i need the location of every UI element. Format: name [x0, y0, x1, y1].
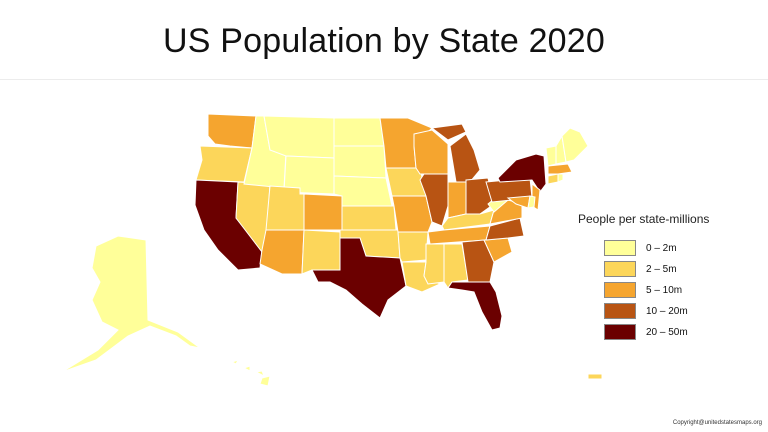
state-IN [447, 181, 467, 219]
legend-swatch [604, 324, 636, 340]
state-MT [263, 115, 335, 159]
state-UT [265, 185, 305, 231]
state-ND [333, 117, 385, 147]
state-MO [391, 195, 433, 233]
legend-label: 0 – 2m [646, 242, 677, 254]
legend-label: 5 – 10m [646, 284, 683, 296]
state-RI [557, 173, 564, 183]
state-VT [545, 145, 557, 167]
legend-title: People per state-millions [578, 212, 710, 226]
state-KS [341, 205, 397, 231]
state-DE [527, 195, 536, 209]
legend-swatch [604, 240, 636, 256]
state-AZ [259, 229, 305, 275]
legend-item: 5 – 10m [604, 282, 758, 298]
legend-swatch [604, 303, 636, 319]
legend: People per state-millions 0 – 2m 2 – 5m … [578, 212, 758, 345]
state-SD [333, 145, 387, 179]
legend-label: 2 – 5m [646, 263, 677, 275]
legend-swatch [604, 282, 636, 298]
state-CT [547, 173, 559, 185]
legend-label: 10 – 20m [646, 305, 688, 317]
us-population-map [61, 113, 603, 387]
state-MS [423, 243, 445, 285]
legend-swatch [604, 261, 636, 277]
territory-PR [587, 373, 603, 380]
legend-item: 0 – 2m [604, 240, 758, 256]
map-title: US Population by State 2020 [162, 22, 606, 60]
state-AK [61, 235, 201, 373]
copyright-notice: Copyright@unitedstatesmaps.org [672, 420, 762, 426]
legend-item: 20 – 50m [604, 324, 758, 340]
state-NM [301, 229, 341, 275]
state-OR [195, 145, 253, 183]
legend-label: 20 – 50m [646, 326, 688, 338]
state-CO [303, 193, 343, 231]
title-divider [0, 79, 768, 80]
legend-item: 10 – 20m [604, 303, 758, 319]
state-WA [207, 113, 257, 149]
state-NE [333, 175, 393, 207]
state-HI [230, 359, 271, 387]
state-TX [311, 237, 407, 319]
legend-item: 2 – 5m [604, 261, 758, 277]
state-ME [561, 127, 589, 163]
state-GA [461, 239, 495, 283]
state-FL [447, 281, 503, 331]
state-NY [497, 153, 547, 193]
state-AR [397, 231, 429, 263]
state-MA [547, 163, 573, 175]
state-IL [419, 173, 449, 227]
state-NC [485, 217, 525, 241]
